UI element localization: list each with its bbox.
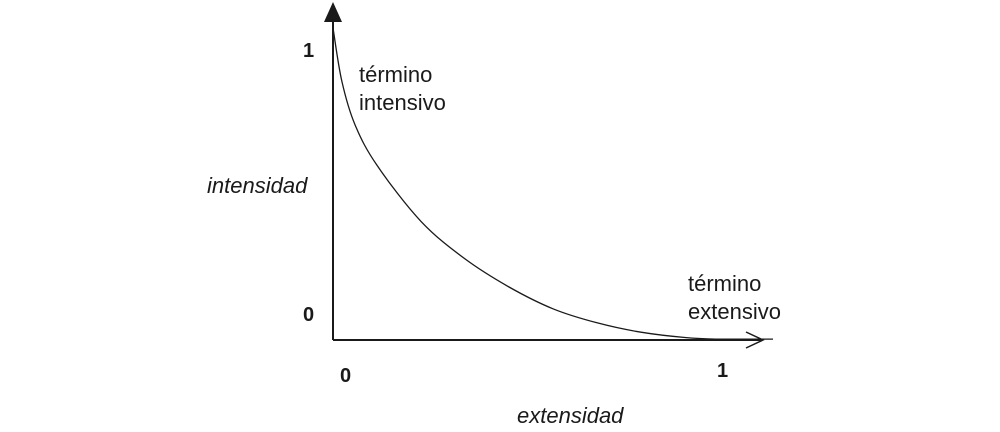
x-tick-label-0: 0	[340, 365, 352, 387]
annotation-intensivo-line-2: intensivo	[359, 90, 446, 115]
y-axis-title: intensidad	[207, 173, 308, 198]
y-tick-label-0: 0	[303, 304, 315, 326]
annotation-termino-intensivo: término intensivo	[359, 61, 446, 117]
y-axis-arrowhead	[324, 2, 342, 22]
annotation-extensivo-line-1: término	[688, 271, 762, 296]
annotation-termino-extensivo: término extensivo	[688, 270, 781, 326]
x-axis-arrowhead	[745, 331, 765, 349]
intensity-extensity-curve	[332, 27, 774, 340]
x-axis-title: extensidad	[517, 403, 624, 428]
curve-layer	[332, 27, 774, 340]
x-tick-label-1: 1	[717, 360, 729, 382]
annotation-intensivo-line-1: término	[359, 62, 433, 87]
annotation-extensivo-line-2: extensivo	[688, 299, 781, 324]
y-tick-label-1: 1	[303, 40, 315, 62]
